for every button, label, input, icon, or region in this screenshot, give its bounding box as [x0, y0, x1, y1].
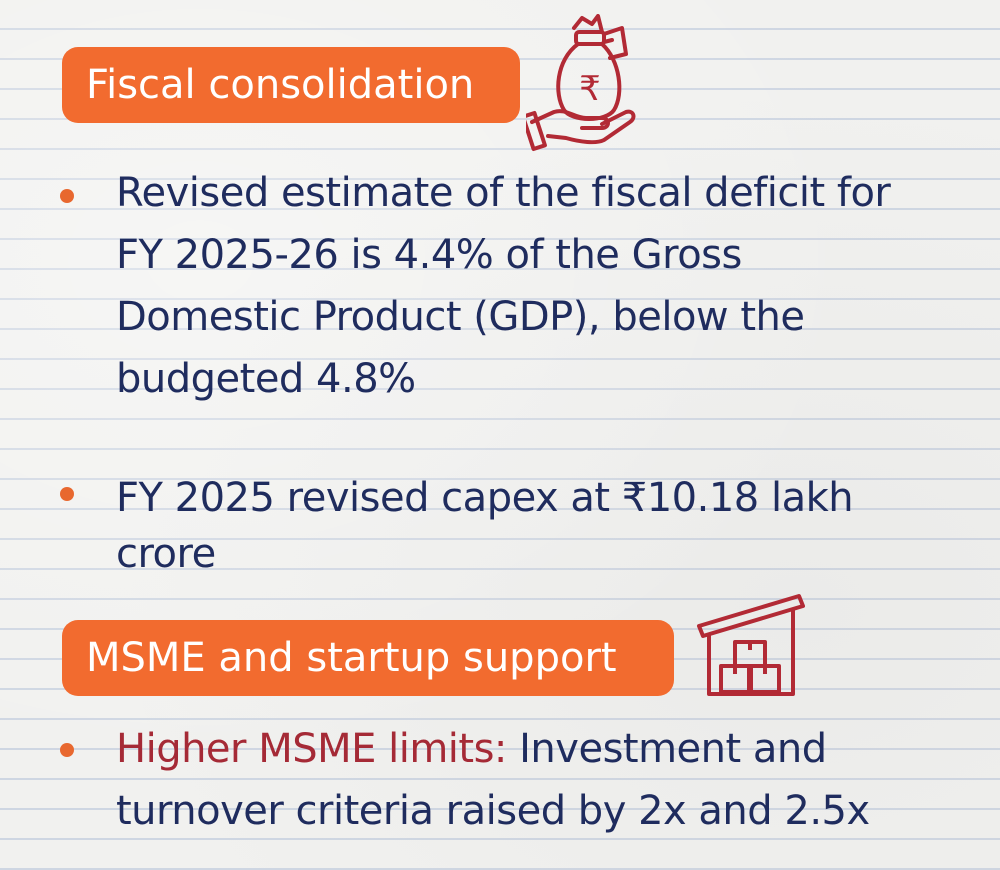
bullet-dot — [60, 743, 74, 757]
money-bag-hand-icon: ₹ — [526, 14, 636, 152]
bullet-dot — [60, 487, 74, 501]
section-heading-label: MSME and startup support — [86, 635, 617, 681]
section-heading-label: Fiscal consolidation — [86, 62, 475, 108]
warehouse-boxes-icon — [697, 594, 805, 696]
section-heading-msme: MSME and startup support — [62, 620, 674, 696]
bullet-text: Investment and turnover criteria raised … — [116, 726, 870, 834]
bullet-capex: FY 2025 revised capex at ₹10.18 lakh cro… — [116, 475, 854, 577]
rupee-glyph: ₹ — [579, 69, 601, 109]
bullet-fiscal-deficit: Revised estimate of the fiscal deficit f… — [116, 170, 891, 402]
highlight-label: Higher MSME limits: — [116, 726, 507, 772]
section-heading-fiscal: Fiscal consolidation — [62, 47, 520, 123]
bullet-msme-limits: Higher MSME limits: Investment and turno… — [116, 718, 916, 842]
bullet-dot — [60, 189, 74, 203]
